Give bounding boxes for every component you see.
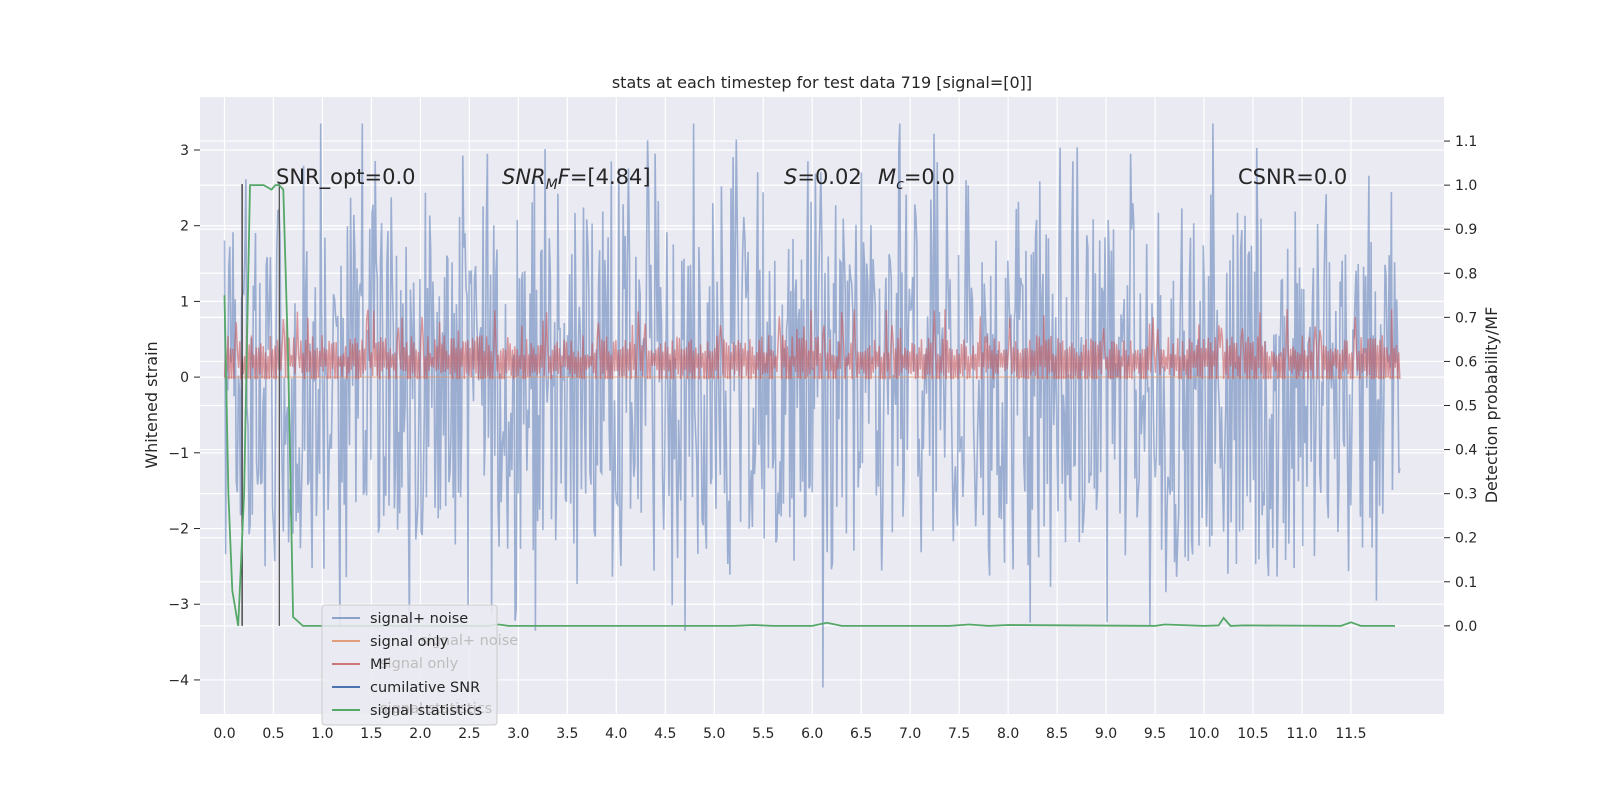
x-tick-label: 10.0 xyxy=(1188,726,1219,742)
series-mf-line xyxy=(223,309,1401,380)
x-tick-label: 6.5 xyxy=(850,726,872,742)
annotation-s: S=0.02 xyxy=(784,165,862,189)
x-tick-label: 5.5 xyxy=(752,726,774,742)
annotation-snr-opt: SNR_opt=0.0 xyxy=(276,165,416,190)
y-tick-label: 0 xyxy=(180,370,189,386)
legend-ghost-label: signal statistics xyxy=(380,701,492,717)
x-tick-label: 8.5 xyxy=(1046,726,1068,742)
x-tick-label: 3.5 xyxy=(556,726,578,742)
annotation-csnr: CSNR=0.0 xyxy=(1238,165,1347,189)
tick-labels: 0.0 0.5 1.0 1.5 2.0 2.5 3.0 3.5 4.0 4.5 5.0 5.5 6.0 6… xyxy=(168,134,1477,742)
legend-entry-label: MF xyxy=(370,657,391,673)
snr-mf-value: =[4.84] xyxy=(570,165,651,189)
right-tick-label: 0.2 xyxy=(1455,531,1477,547)
x-tick-label: 5.0 xyxy=(703,726,725,742)
x-tick-label: 1.5 xyxy=(360,726,382,742)
annotation-snr-mf: SNRMF=[4.84] xyxy=(502,165,651,193)
x-tick-label: 11.0 xyxy=(1286,726,1317,742)
right-tick-label: 1.0 xyxy=(1455,178,1477,194)
mc-value: =0.0 xyxy=(904,165,955,189)
y-tick-label: −2 xyxy=(168,522,189,538)
right-tick-label: 0.6 xyxy=(1455,354,1477,370)
x-tick-label: 4.0 xyxy=(605,726,627,742)
right-tick-label: 0.1 xyxy=(1455,575,1477,591)
legend-ghost-label: signal+ noise xyxy=(420,633,518,649)
chart-title: stats at each timestep for test data 719… xyxy=(612,73,1032,92)
series-layer xyxy=(223,123,1401,688)
s-base: S xyxy=(784,165,797,189)
snr-mf-f: F xyxy=(558,165,571,189)
x-tick-label: 6.0 xyxy=(801,726,823,742)
y-axis-label-right: Detection probability/MF xyxy=(1482,307,1501,504)
x-tick-label: 7.5 xyxy=(948,726,970,742)
legend-entry-label: signal statistics xyxy=(370,703,482,719)
mc-base: M xyxy=(878,165,896,189)
mc-sub: c xyxy=(896,177,904,193)
right-tick-label: 0.7 xyxy=(1455,310,1477,326)
x-tick-label: 11.5 xyxy=(1335,726,1366,742)
y-tick-label: −4 xyxy=(168,673,189,689)
legend-ghost-label: signal only xyxy=(380,656,459,672)
y-tick-label: 2 xyxy=(180,219,189,235)
x-tick-label: 7.0 xyxy=(899,726,921,742)
x-tick-label: 2.5 xyxy=(458,726,480,742)
x-tick-label: 0.0 xyxy=(213,726,235,742)
x-tick-label: 4.5 xyxy=(654,726,676,742)
y-tick-label: 1 xyxy=(180,294,189,310)
right-tick-label: 0.4 xyxy=(1455,443,1477,459)
y-axis-label: Whitened strain xyxy=(142,341,161,468)
x-tick-label: 3.0 xyxy=(507,726,529,742)
right-tick-label: 0.8 xyxy=(1455,266,1477,282)
snr-mf-sub: M xyxy=(546,177,558,193)
x-tick-label: 9.5 xyxy=(1144,726,1166,742)
right-tick-label: 1.1 xyxy=(1455,134,1477,150)
y-tick-label: 3 xyxy=(180,143,189,159)
right-tick-label: 0.9 xyxy=(1455,222,1477,238)
legend-entry-label: signal+ noise xyxy=(370,611,468,627)
right-tick-label: 0.5 xyxy=(1455,399,1477,415)
snr-mf-base: SNR xyxy=(502,165,546,189)
x-tick-label: 0.5 xyxy=(262,726,284,742)
right-tick-label: 0.0 xyxy=(1455,619,1477,635)
legend-entry-label: cumilative SNR xyxy=(370,680,480,696)
x-tick-label: 10.5 xyxy=(1237,726,1268,742)
x-tick-label: 1.0 xyxy=(311,726,333,742)
s-value: =0.02 xyxy=(797,165,861,189)
series-signal-statistics-line xyxy=(223,184,1395,627)
x-tick-label: 9.0 xyxy=(1095,726,1117,742)
x-tick-label: 2.0 xyxy=(409,726,431,742)
annotation-mc: Mc=0.0 xyxy=(878,165,955,193)
legend-entry-label: signal only xyxy=(370,634,449,650)
legend-box xyxy=(321,604,498,726)
x-tick-label: 8.0 xyxy=(997,726,1019,742)
y-tick-label: −3 xyxy=(168,597,189,613)
right-tick-label: 0.3 xyxy=(1455,487,1477,503)
y-tick-label: −1 xyxy=(168,446,189,462)
